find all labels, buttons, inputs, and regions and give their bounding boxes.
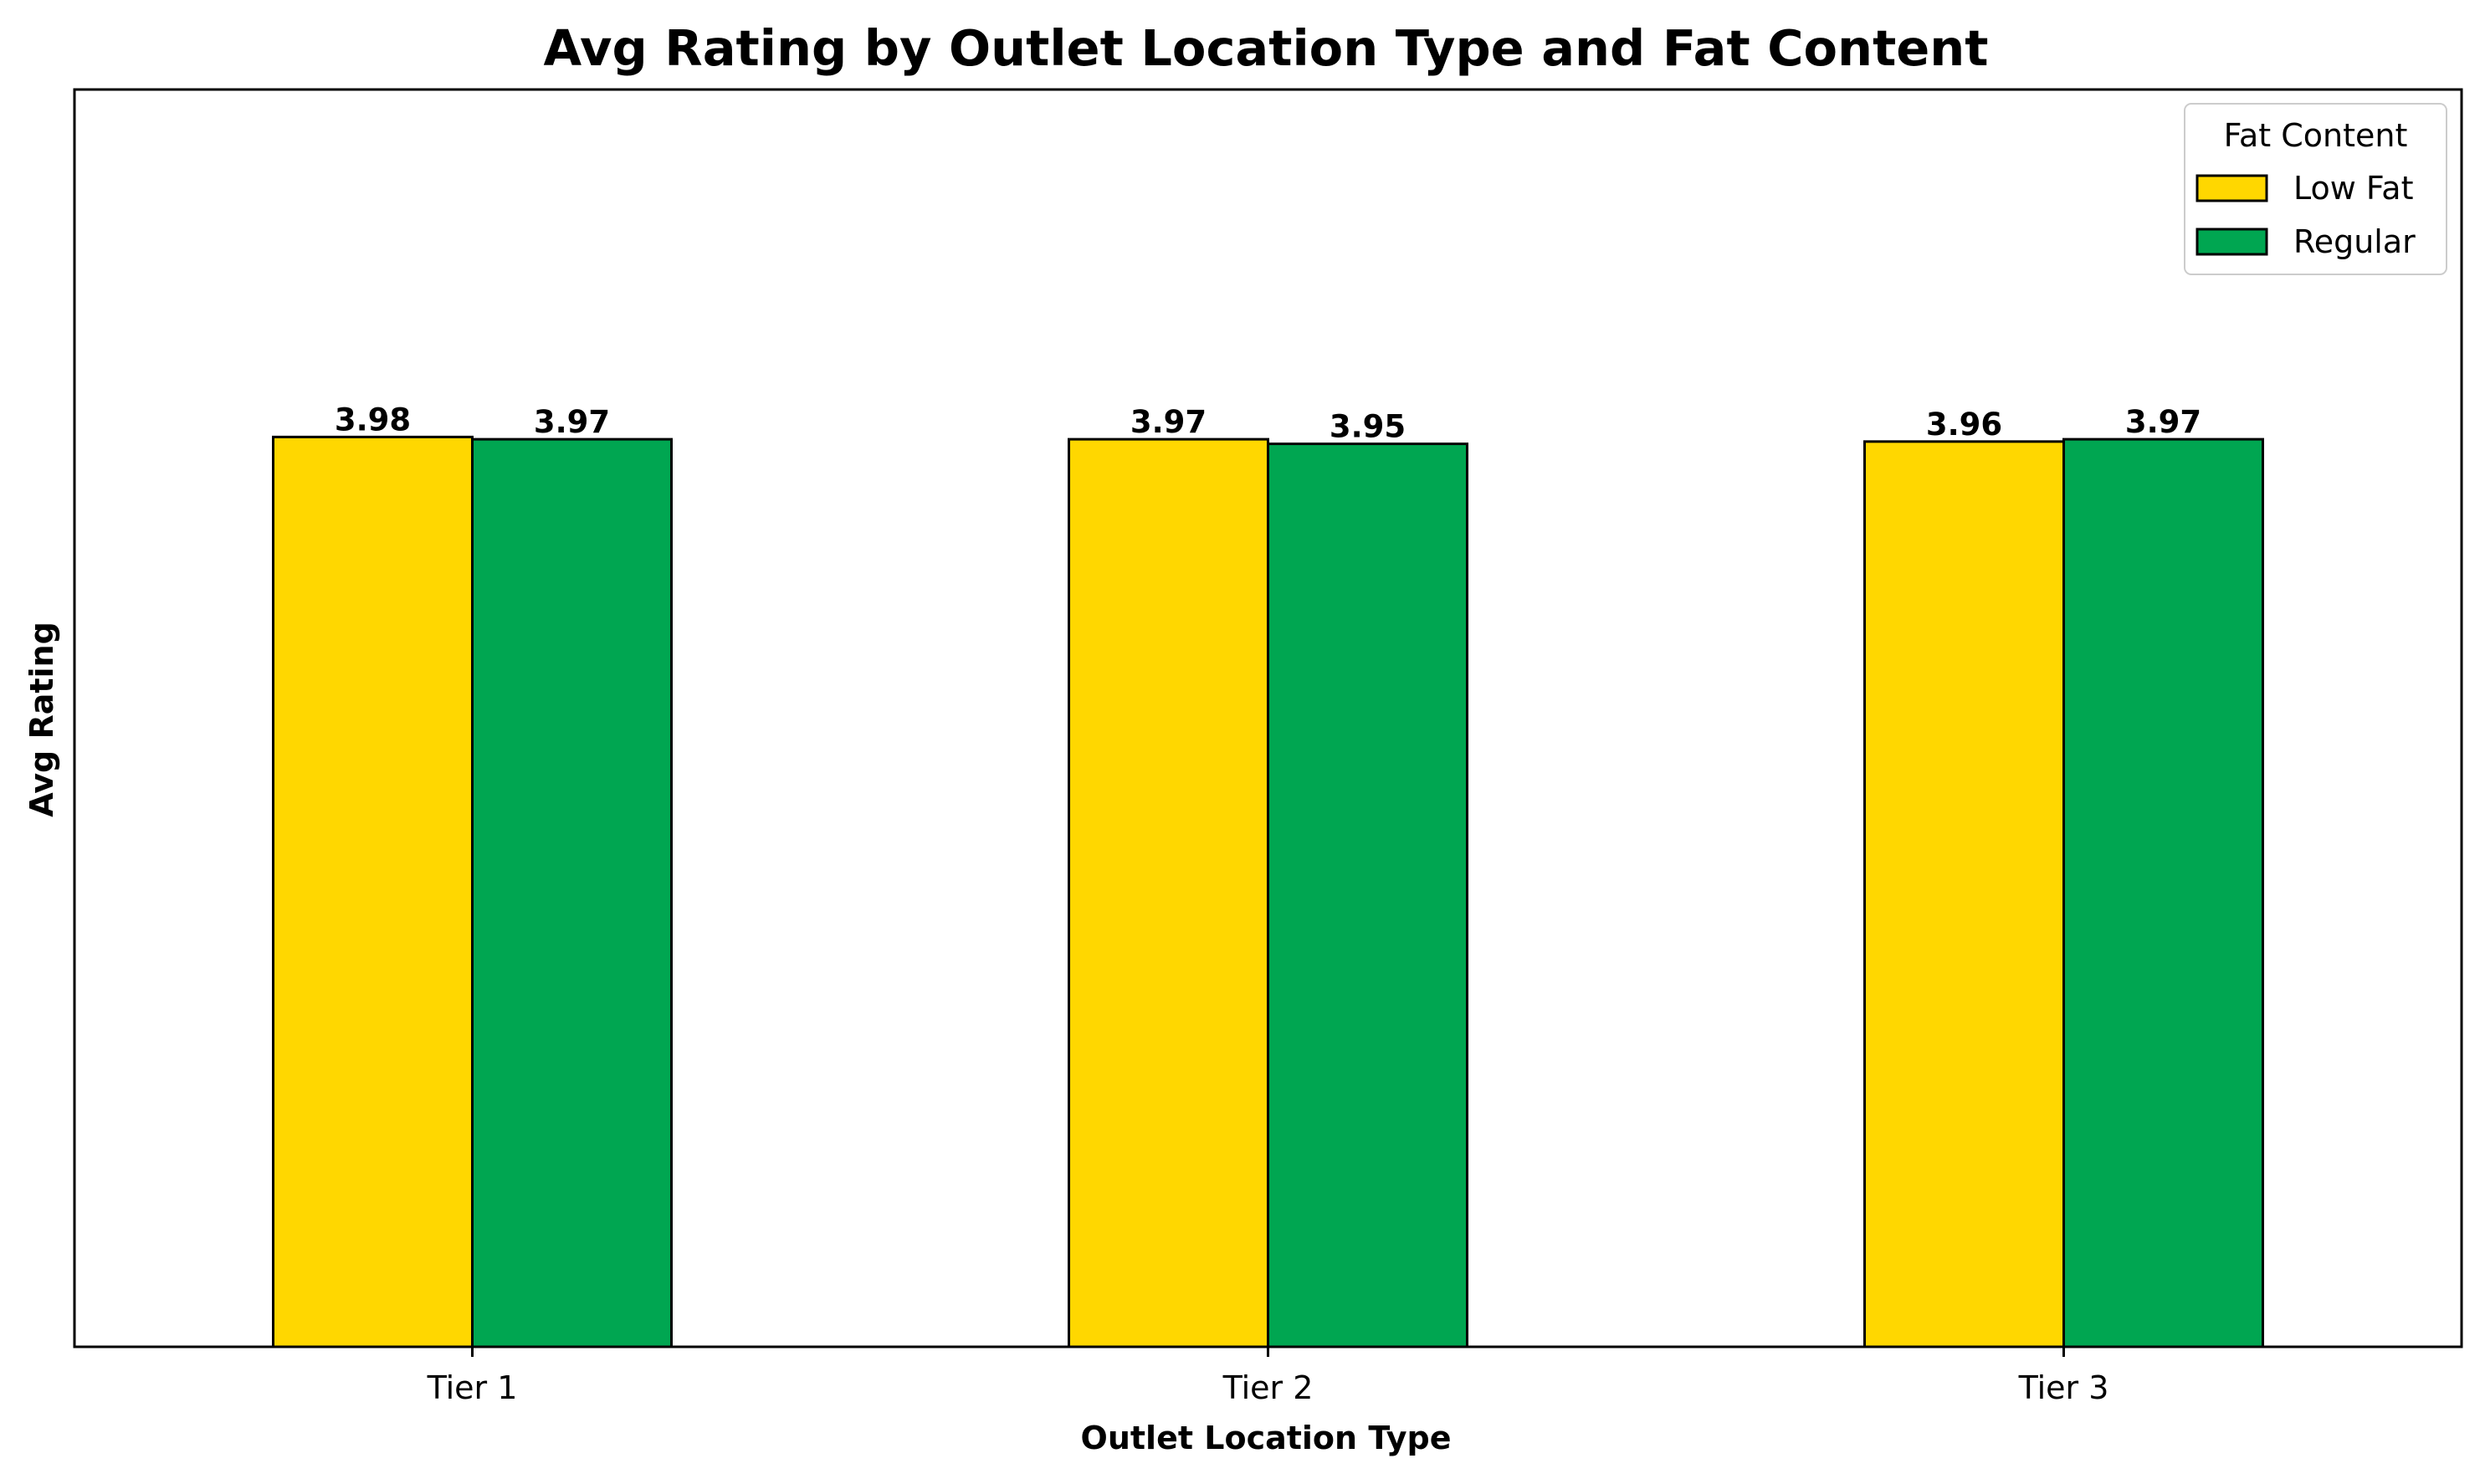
legend-swatch-regular: [2196, 228, 2268, 256]
data-label: 3.97: [2125, 404, 2201, 440]
legend: Fat Content Low Fat Regular: [2184, 103, 2447, 275]
data-label: 3.95: [1330, 409, 1406, 445]
legend-title: Fat Content: [2224, 117, 2408, 154]
bar-regular-tier-3: [2062, 438, 2264, 1348]
legend-label-low-fat: Low Fat: [2293, 170, 2413, 207]
data-label: 3.98: [335, 402, 411, 438]
x-axis-label: Outlet Location Type: [1081, 1420, 1452, 1456]
chart-title: Avg Rating by Outlet Location Type and F…: [544, 19, 1989, 77]
bar-regular-tier-2: [1267, 443, 1468, 1348]
data-label: 3.96: [1926, 407, 2002, 443]
legend-label-regular: Regular: [2293, 223, 2416, 260]
legend-swatch-low-fat: [2196, 174, 2268, 202]
y-axis-label: Avg Rating: [23, 622, 60, 817]
bar-low-fat-tier-2: [1068, 438, 1269, 1348]
x-tick-label: Tier 3: [2018, 1369, 2109, 1406]
data-label: 3.97: [534, 404, 610, 440]
data-label: 3.97: [1130, 404, 1207, 440]
bar-regular-tier-1: [471, 438, 673, 1348]
bar-low-fat-tier-3: [1863, 440, 2065, 1348]
bar-low-fat-tier-1: [272, 435, 474, 1348]
x-tick-label: Tier 1: [427, 1369, 518, 1406]
plot-area: 3.98 3.97 3.96 3.97 3.95 3.97 Tier 1 Tier 2 Tier…: [73, 88, 2463, 1406]
x-tick-label: Tier 2: [1222, 1369, 1314, 1406]
